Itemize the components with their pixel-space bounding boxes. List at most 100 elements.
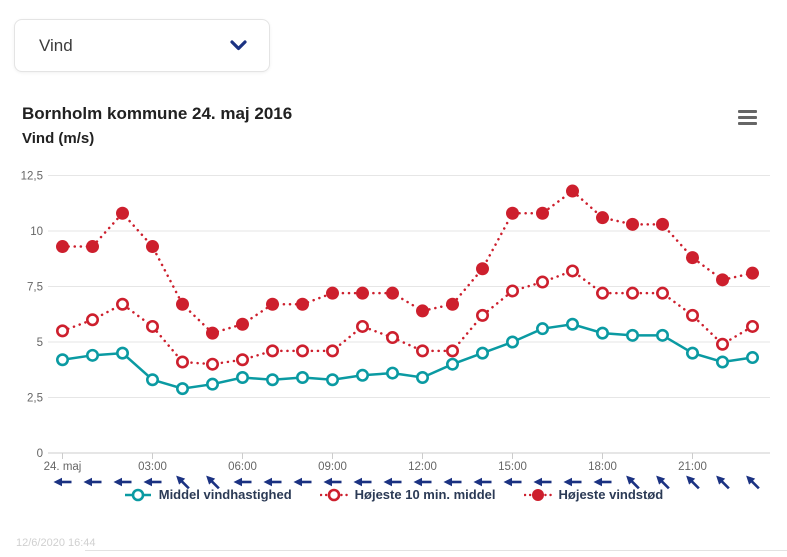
data-point[interactable] bbox=[535, 275, 549, 289]
data-point[interactable] bbox=[535, 322, 549, 336]
data-point[interactable] bbox=[686, 251, 699, 265]
data-point[interactable] bbox=[655, 328, 669, 342]
legend-item-middel-vindhastighed[interactable]: Middel vindhastighed bbox=[124, 487, 292, 502]
data-point[interactable] bbox=[295, 344, 309, 358]
data-point[interactable] bbox=[236, 371, 250, 385]
data-point[interactable] bbox=[596, 211, 609, 225]
data-point[interactable] bbox=[296, 297, 309, 311]
data-point[interactable] bbox=[355, 319, 369, 333]
data-point[interactable] bbox=[595, 326, 609, 340]
wind-direction-arrow bbox=[413, 477, 432, 487]
y-axis-label: 12,5 bbox=[21, 171, 43, 183]
data-point[interactable] bbox=[625, 286, 639, 300]
x-axis-label: 06:00 bbox=[228, 461, 257, 473]
data-point[interactable] bbox=[236, 353, 250, 367]
data-point[interactable] bbox=[446, 297, 459, 311]
data-point[interactable] bbox=[656, 217, 669, 231]
data-point[interactable] bbox=[445, 357, 459, 371]
data-point[interactable] bbox=[415, 344, 429, 358]
red-open-circle-icon bbox=[319, 488, 348, 501]
y-axis-label: 0 bbox=[37, 448, 43, 460]
data-point[interactable] bbox=[55, 324, 69, 338]
data-point[interactable] bbox=[385, 366, 399, 380]
data-point[interactable] bbox=[176, 382, 190, 396]
data-point[interactable] bbox=[86, 348, 100, 362]
wind-direction-arrow bbox=[113, 477, 132, 487]
data-point[interactable] bbox=[716, 273, 729, 287]
parameter-dropdown[interactable]: Vind bbox=[14, 19, 270, 72]
data-point[interactable] bbox=[475, 346, 489, 360]
data-point[interactable] bbox=[655, 286, 669, 300]
wind-direction-arrow bbox=[533, 477, 552, 487]
data-point[interactable] bbox=[206, 326, 219, 340]
data-point[interactable] bbox=[325, 344, 339, 358]
x-axis-label: 03:00 bbox=[138, 461, 167, 473]
wind-direction-arrow bbox=[503, 477, 522, 487]
data-point[interactable] bbox=[266, 297, 279, 311]
data-point[interactable] bbox=[116, 346, 130, 360]
data-point[interactable] bbox=[565, 317, 579, 331]
legend-item-hojeste-vindstod[interactable]: Højeste vindstød bbox=[523, 487, 664, 502]
data-point[interactable] bbox=[326, 286, 339, 300]
data-point[interactable] bbox=[176, 355, 190, 369]
data-point[interactable] bbox=[206, 377, 220, 391]
data-point[interactable] bbox=[715, 337, 729, 351]
data-point[interactable] bbox=[55, 353, 69, 367]
data-point[interactable] bbox=[116, 206, 129, 220]
data-point[interactable] bbox=[146, 373, 160, 387]
bottom-divider bbox=[85, 550, 787, 551]
legend-item-hojeste-10-min-middel[interactable]: Højeste 10 min. middel bbox=[319, 487, 496, 502]
data-point[interactable] bbox=[356, 286, 369, 300]
data-point[interactable] bbox=[415, 371, 429, 385]
data-point[interactable] bbox=[146, 319, 160, 333]
data-point[interactable] bbox=[566, 184, 579, 198]
data-point[interactable] bbox=[685, 308, 699, 322]
data-point[interactable] bbox=[386, 286, 399, 300]
data-point[interactable] bbox=[746, 266, 759, 280]
chart-title: Bornholm kommune 24. maj 2016 bbox=[22, 104, 293, 123]
data-point[interactable] bbox=[506, 206, 519, 220]
legend-label: Højeste vindstød bbox=[558, 487, 664, 502]
data-point[interactable] bbox=[325, 373, 339, 387]
x-axis-label: 15:00 bbox=[498, 461, 527, 473]
data-point[interactable] bbox=[505, 284, 519, 298]
data-point[interactable] bbox=[536, 206, 549, 220]
data-point[interactable] bbox=[116, 297, 130, 311]
chart-context-menu-button[interactable] bbox=[735, 105, 763, 129]
wind-direction-arrow bbox=[626, 475, 640, 490]
data-point[interactable] bbox=[505, 335, 519, 349]
data-point[interactable] bbox=[265, 373, 279, 387]
data-point[interactable] bbox=[416, 304, 429, 318]
data-point[interactable] bbox=[86, 313, 100, 327]
wind-direction-arrow bbox=[233, 477, 252, 487]
data-point[interactable] bbox=[745, 319, 759, 333]
data-point[interactable] bbox=[206, 357, 220, 371]
data-point[interactable] bbox=[745, 351, 759, 365]
data-point[interactable] bbox=[265, 344, 279, 358]
wind-direction-arrow bbox=[383, 477, 402, 487]
chart-subtitle: Vind (m/s) bbox=[22, 130, 95, 147]
data-point[interactable] bbox=[176, 297, 189, 311]
data-point[interactable] bbox=[236, 317, 249, 331]
wind-chart-plot[interactable]: 0 2,5 5 7,5 10 12,5 24. maj 03:00 06:00 09:00 12:0… bbox=[0, 160, 787, 496]
data-point[interactable] bbox=[685, 346, 699, 360]
data-point[interactable] bbox=[565, 264, 579, 278]
data-point[interactable] bbox=[56, 240, 69, 254]
data-point[interactable] bbox=[385, 331, 399, 345]
data-point[interactable] bbox=[146, 240, 159, 254]
data-point[interactable] bbox=[626, 217, 639, 231]
wind-direction-arrow bbox=[176, 475, 190, 490]
data-point[interactable] bbox=[86, 240, 99, 254]
data-point[interactable] bbox=[355, 368, 369, 382]
data-point[interactable] bbox=[476, 262, 489, 276]
data-point[interactable] bbox=[595, 286, 609, 300]
data-point[interactable] bbox=[295, 371, 309, 385]
data-point[interactable] bbox=[715, 355, 729, 369]
data-point[interactable] bbox=[475, 308, 489, 322]
y-axis-label: 2,5 bbox=[27, 393, 43, 405]
data-point[interactable] bbox=[625, 328, 639, 342]
legend-label: Højeste 10 min. middel bbox=[354, 487, 496, 502]
data-point[interactable] bbox=[445, 344, 459, 358]
red-filled-circle-icon bbox=[523, 488, 552, 501]
chart-legend: Middel vindhastighed Højeste 10 min. mid… bbox=[0, 487, 787, 502]
